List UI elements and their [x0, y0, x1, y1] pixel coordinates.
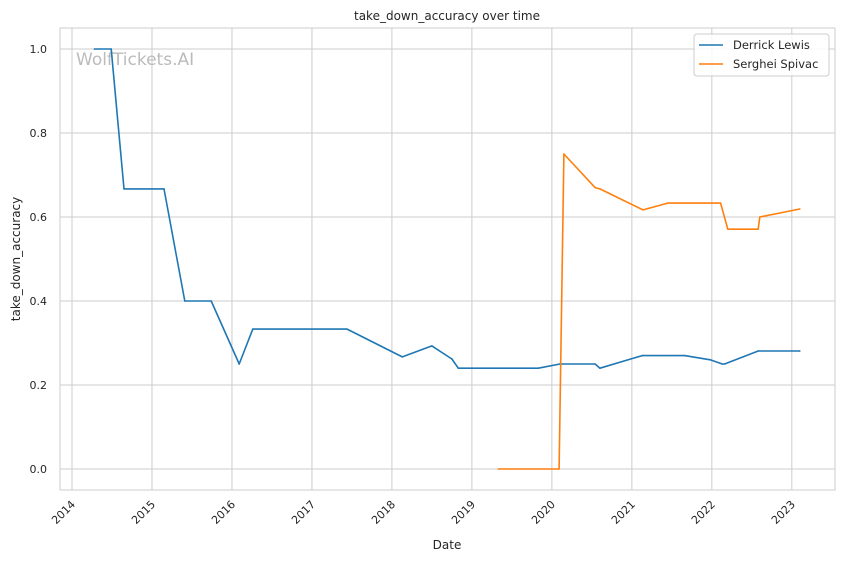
- legend-label-serghei-spivac: Serghei Spivac: [733, 57, 818, 71]
- data-point: [799, 208, 801, 210]
- data-point: [757, 228, 760, 230]
- series-lines: [93, 48, 801, 470]
- data-point: [594, 363, 596, 365]
- data-point: [727, 228, 729, 230]
- plot-frame: [59, 27, 836, 491]
- y-tick-label: 0.8: [30, 127, 48, 140]
- y-tick-label: 0.0: [30, 463, 48, 476]
- data-point: [799, 350, 801, 352]
- x-tick-label: 2019: [449, 498, 478, 527]
- data-point: [709, 359, 712, 361]
- legend-box: [693, 33, 830, 77]
- data-point: [93, 48, 96, 50]
- data-point: [123, 188, 125, 190]
- data-point: [401, 356, 404, 358]
- data-point: [451, 358, 453, 360]
- data-point: [183, 300, 186, 302]
- x-tick-label: 2021: [609, 498, 638, 527]
- data-point: [251, 328, 254, 330]
- x-tick-label: 2016: [209, 498, 238, 527]
- legend: Derrick Lewis Serghei Spivac: [693, 33, 830, 77]
- y-tick-label: 0.4: [30, 295, 48, 308]
- data-point: [641, 354, 644, 357]
- x-tick-label: 2022: [689, 498, 718, 527]
- x-tick-label: 2017: [289, 498, 318, 527]
- data-point: [599, 367, 601, 370]
- data-point: [110, 48, 112, 50]
- data-point: [497, 468, 500, 470]
- y-tick-label: 1.0: [30, 43, 48, 56]
- data-point: [759, 216, 761, 218]
- x-tick-label: 2015: [129, 498, 158, 527]
- y-ticks: 0.0 0.2 0.4 0.6 0.8 1.0: [30, 43, 48, 476]
- data-point: [210, 300, 212, 302]
- grid: [60, 28, 835, 490]
- series-line-derrick-lewis: [94, 48, 800, 370]
- x-tick-label: 2023: [769, 498, 798, 527]
- data-point: [642, 209, 644, 211]
- data-point: [719, 202, 722, 204]
- data-point: [599, 188, 601, 190]
- data-point: [163, 188, 165, 190]
- y-tick-label: 0.2: [30, 379, 48, 392]
- x-tick-label: 2018: [369, 498, 398, 527]
- y-tick-label: 0.6: [30, 211, 48, 224]
- data-point: [683, 354, 686, 357]
- x-axis-label: Date: [433, 538, 462, 552]
- data-point: [594, 186, 596, 189]
- series-line-serghei-spivac: [498, 153, 800, 470]
- x-tick-label: 2014: [49, 498, 78, 527]
- data-point: [563, 153, 565, 155]
- x-ticks: 2014 2015 2016 2017 2018 2019 2020 2021 2022 2023: [49, 498, 798, 527]
- x-tick-label: 2020: [529, 498, 558, 527]
- data-point: [431, 345, 433, 347]
- data-point: [457, 367, 460, 370]
- data-point: [558, 468, 560, 470]
- data-point: [346, 328, 348, 330]
- data-point: [723, 363, 726, 365]
- data-point: [721, 363, 724, 365]
- data-point: [757, 350, 760, 352]
- data-point: [238, 363, 240, 365]
- chart-title: take_down_accuracy over time: [354, 9, 540, 23]
- watermark: WolfTickets.AI: [76, 50, 194, 70]
- legend-label-derrick-lewis: Derrick Lewis: [733, 38, 810, 52]
- y-axis-label: take_down_accuracy: [9, 197, 23, 321]
- data-point: [667, 202, 669, 204]
- data-point: [537, 367, 540, 370]
